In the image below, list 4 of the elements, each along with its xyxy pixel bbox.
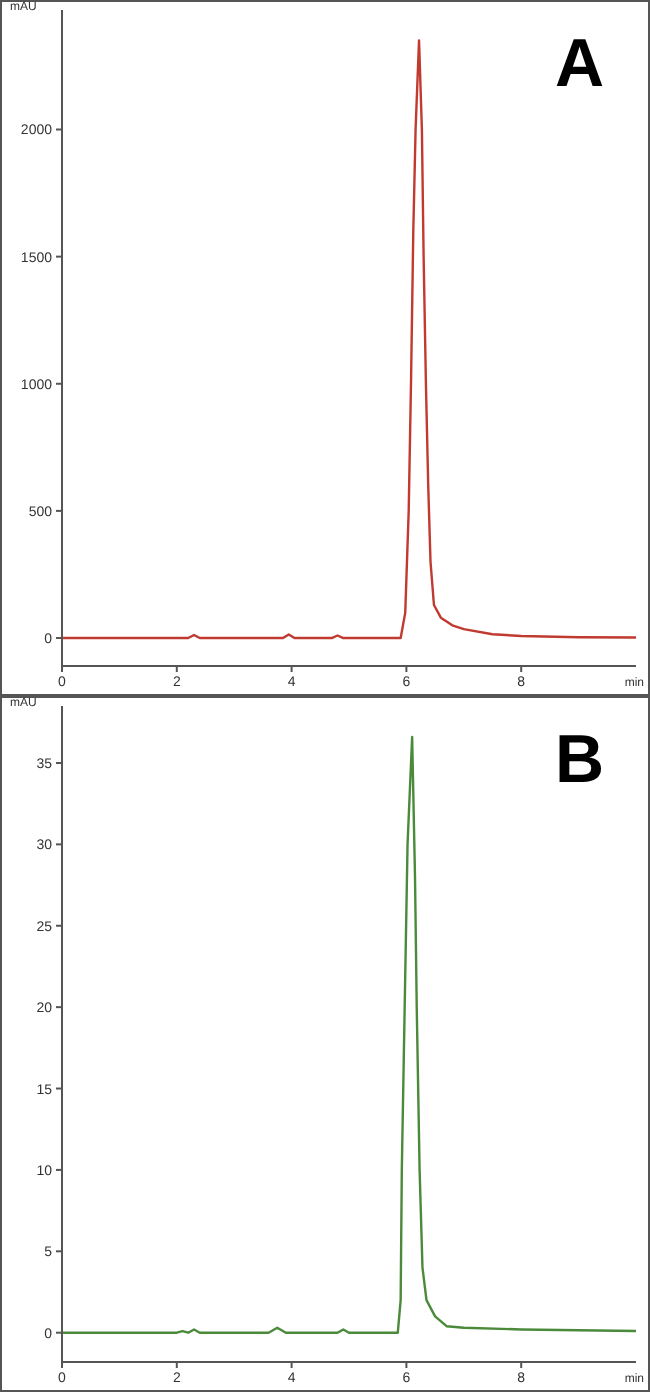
line-series xyxy=(62,735,636,1334)
line-series xyxy=(62,39,636,640)
chart-title: A xyxy=(554,26,604,104)
chart-title: B xyxy=(554,722,604,800)
